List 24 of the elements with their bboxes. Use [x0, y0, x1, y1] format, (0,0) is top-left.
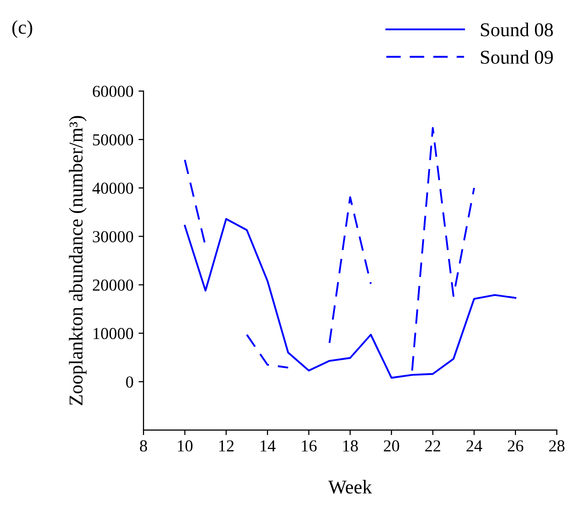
x-tick-label: 12 [219, 440, 234, 452]
chart-title: (c) [12, 20, 32, 38]
legend-label: Sound 08 [480, 22, 553, 36]
x-tick-label: 20 [384, 440, 400, 452]
y-tick-label: 10000 [94, 328, 134, 340]
y-tick-label: 50000 [93, 134, 134, 146]
x-tick-label: 28 [549, 440, 564, 452]
y-axis-title: Zooplankton abundance (number/m³) [68, 116, 87, 406]
x-tick-label: 14 [260, 440, 276, 452]
y-tick-label: 20000 [92, 280, 134, 291]
x-tick-label: 16 [302, 440, 317, 452]
legend-label: Sound 09 [480, 50, 553, 64]
y-tick-label: 60000 [92, 86, 134, 98]
x-axis-title: Week [328, 480, 372, 494]
y-tick-label: 0 [126, 376, 134, 388]
x-tick-label: 26 [508, 440, 524, 452]
x-tick-label: 24 [466, 440, 482, 452]
y-tick-label: 30000 [92, 231, 134, 242]
y-tick-label: 40000 [92, 182, 134, 194]
x-tick-label: 8 [140, 440, 148, 452]
line-series [184, 218, 516, 379]
x-tick-label: 18 [343, 440, 358, 452]
x-tick-label: 22 [425, 440, 440, 452]
x-tick-label: 10 [178, 440, 193, 452]
